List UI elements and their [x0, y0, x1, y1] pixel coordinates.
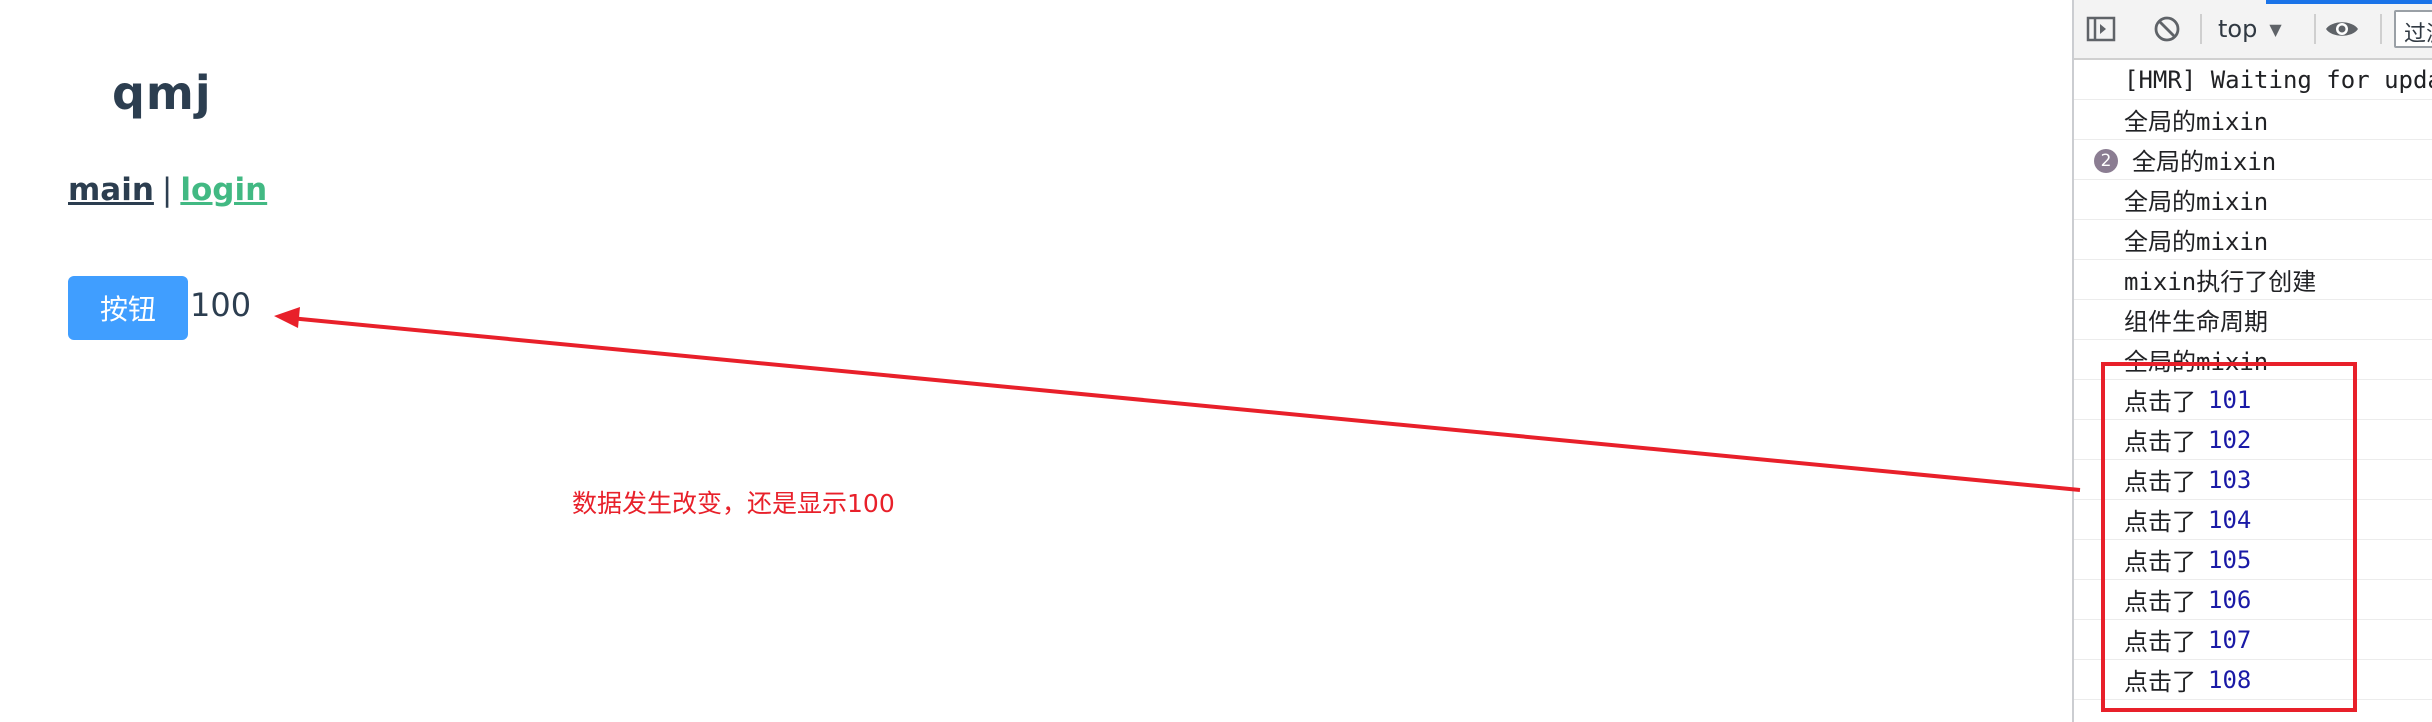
console-message-row: 点击了 107 — [2074, 620, 2432, 660]
console-message-row: 点击了 105 — [2074, 540, 2432, 580]
console-number-value: 104 — [2208, 505, 2252, 534]
console-message-text: 全局的mixin — [2124, 348, 2269, 376]
toolbar-divider — [2200, 14, 2202, 44]
console-number-value: 101 — [2208, 385, 2252, 414]
caret-down-icon: ▼ — [2269, 19, 2282, 39]
console-message-row: 组件生命周期 — [2074, 300, 2432, 340]
console-message-text: mixin执行了创建 — [2124, 268, 2317, 296]
console-message-row: 全局的mixin — [2074, 100, 2432, 140]
console-filter-input[interactable]: 过滤 — [2394, 10, 2432, 48]
console-toolbar: top ▼ 过滤 — [2074, 0, 2432, 60]
console-number-value: 102 — [2208, 425, 2252, 454]
console-message-row: 点击了 101 — [2074, 380, 2432, 420]
console-message-text: 点击了 — [2124, 428, 2196, 456]
console-message-text: 点击了 — [2124, 588, 2196, 616]
console-number-value: 107 — [2208, 625, 2252, 654]
console-message-text: 全局的mixin — [2124, 188, 2269, 216]
console-message-row: 点击了 106 — [2074, 580, 2432, 620]
repeat-count-badge: 2 — [2094, 149, 2118, 173]
sidebar-toggle-icon[interactable] — [2084, 12, 2118, 46]
devtools-console-panel: top ▼ 过滤 [HMR] Waiting for update signal… — [2072, 0, 2432, 722]
increment-button[interactable]: 按钮 — [68, 276, 188, 340]
console-message-text: 组件生命周期 — [2124, 308, 2268, 336]
console-message-row: 点击了 104 — [2074, 500, 2432, 540]
console-number-value: 103 — [2208, 465, 2252, 494]
console-message-row: [HMR] Waiting for update signal from WDS… — [2074, 60, 2432, 100]
nav-link-main[interactable]: main — [68, 172, 154, 208]
console-message-text: [HMR] Waiting for update signal from WDS… — [2124, 65, 2432, 94]
toolbar-divider — [2314, 14, 2316, 44]
console-message-text: 点击了 — [2124, 668, 2196, 696]
console-message-row: 全局的mixin — [2074, 180, 2432, 220]
nav-separator: | — [161, 172, 173, 208]
count-value: 100 — [190, 286, 252, 324]
console-message-text: 点击了 — [2124, 468, 2196, 496]
console-message-row: 点击了 103 — [2074, 460, 2432, 500]
console-message-row: 点击了 108 — [2074, 660, 2432, 700]
console-message-row: 全局的mixin — [2074, 220, 2432, 260]
eye-icon[interactable] — [2320, 12, 2364, 46]
console-message-text: 点击了 — [2124, 508, 2196, 536]
console-message-text: 全局的mixin — [2132, 148, 2277, 176]
toolbar-divider — [2380, 14, 2382, 44]
console-number-value: 108 — [2208, 665, 2252, 694]
context-selector-value: top — [2218, 15, 2258, 43]
console-message-text: 全局的mixin — [2124, 108, 2269, 136]
active-tab-indicator — [2266, 0, 2432, 4]
console-number-value: 105 — [2208, 545, 2252, 574]
nav-link-login[interactable]: login — [180, 172, 268, 208]
console-number-value: 106 — [2208, 585, 2252, 614]
console-message-list: [HMR] Waiting for update signal from WDS… — [2074, 60, 2432, 700]
app-title: qmj — [112, 66, 212, 120]
console-message-text: 点击了 — [2124, 628, 2196, 656]
console-message-row: 全局的mixin — [2074, 340, 2432, 380]
console-message-row: 点击了 102 — [2074, 420, 2432, 460]
console-message-text: 全局的mixin — [2124, 228, 2269, 256]
console-message-row: mixin执行了创建 — [2074, 260, 2432, 300]
context-selector[interactable]: top ▼ — [2218, 12, 2282, 46]
console-message-row: 2 全局的mixin — [2074, 140, 2432, 180]
annotation-text: 数据发生改变，还是显示100 — [572, 489, 895, 518]
nav-links: main | login — [68, 172, 267, 208]
clear-console-icon[interactable] — [2150, 12, 2184, 46]
console-message-text: 点击了 — [2124, 548, 2196, 576]
console-message-text: 点击了 — [2124, 388, 2196, 416]
